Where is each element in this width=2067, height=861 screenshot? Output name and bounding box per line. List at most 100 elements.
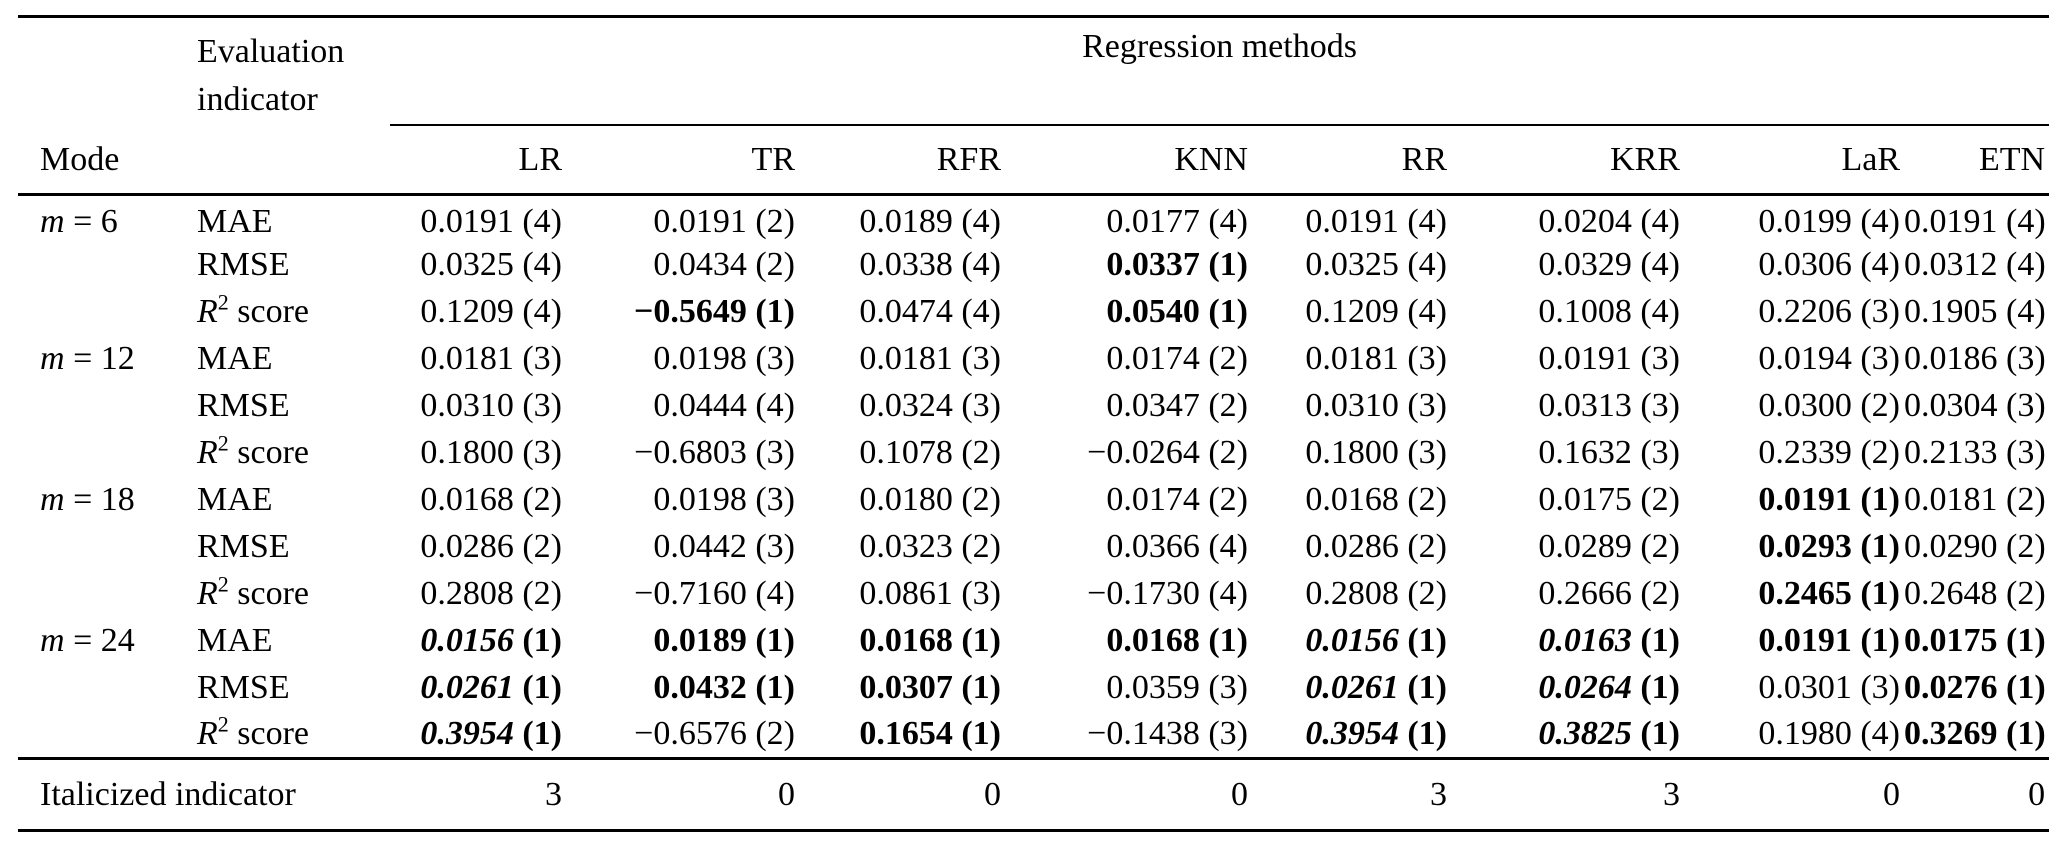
footer-value-krr: 3 [1663,775,1680,813]
value-cell: −0.7160 (4) [634,575,795,613]
value-cell: 0.1078 (2) [859,434,1001,472]
value-cell: 0.1209 (4) [1305,293,1447,331]
indicator-cell: R2 score [197,289,310,331]
value-cell: 0.0174 (2) [1106,340,1248,378]
value-cell: 0.0163 (1) [1538,622,1680,660]
indicator-cell: RMSE [197,387,290,425]
mode-header: Mode [40,141,120,179]
value-cell: 0.0861 (3) [859,575,1001,613]
indicator-cell: R2 score [197,571,310,613]
value-cell: 0.0432 (1) [653,669,795,707]
table-row: R2 score 0.2808 (2) −0.7160 (4) 0.0861 (3) −… [18,571,2049,618]
value-cell: 0.0191 (4) [1904,202,2046,240]
value-cell: 0.0156 (1) [420,622,562,660]
method-header-etn: ETN [1978,141,2046,179]
value-cell: 0.0540 (1) [1106,293,1248,331]
value-cell: 0.2339 (2) [1758,434,1900,472]
indicator-cell: RMSE [197,528,290,566]
method-header-rfr: RFR [936,141,1001,179]
value-cell: 0.0434 (2) [653,246,795,284]
regression-methods-header: Regression methods [390,16,2050,126]
value-cell: 0.0313 (3) [1538,387,1680,425]
footer-value-rfr: 0 [984,775,1001,813]
value-cell: 0.0175 (1) [1904,622,2046,660]
value-cell: 0.0286 (2) [1305,528,1447,566]
footer-value-etn: 0 [2028,775,2046,813]
value-cell: 0.0324 (3) [859,387,1001,425]
evaluation-indicator-line1: Evaluation [197,33,345,70]
table-row: R2 score 0.3954 (1) −0.6576 (2) 0.1654 (1) −… [18,712,2049,759]
mode-cell: m = 18 [40,481,135,519]
method-header-tr: TR [751,141,795,179]
table-row: m = 24 MAE 0.0156 (1) 0.0189 (1) 0.0168 (1) 0… [18,618,2049,665]
mode-cell: m = 6 [40,202,118,240]
value-cell: 0.1632 (3) [1538,434,1680,472]
indicator-cell: RMSE [197,669,290,707]
value-cell: 0.0366 (4) [1106,528,1248,566]
value-cell: 0.0168 (2) [420,481,562,519]
value-cell: 0.0301 (3) [1758,669,1900,707]
value-cell: 0.1008 (4) [1538,293,1680,331]
indicator-cell: R2 score [197,430,310,472]
value-cell: 0.1654 (1) [859,715,1001,753]
value-cell: 0.0181 (3) [859,340,1001,378]
footer-value-knn: 0 [1231,775,1248,813]
table-row: m = 18 MAE 0.0168 (2) 0.0198 (3) 0.0180 (2) 0… [18,477,2049,524]
value-cell: 0.0181 (3) [420,340,562,378]
value-cell: 0.2666 (2) [1538,575,1680,613]
value-cell: 0.0198 (3) [653,481,795,519]
value-cell: 0.0310 (3) [1305,387,1447,425]
value-cell: 0.3954 (1) [420,715,562,753]
spacer-cell [180,125,390,195]
header-row-top: Evaluation indicator Regression methods [18,16,2050,126]
value-cell: 0.0194 (3) [1758,340,1900,378]
value-cell: 0.3269 (1) [1904,715,2046,753]
value-cell: 0.0300 (2) [1758,387,1900,425]
table-row: RMSE 0.0310 (3) 0.0444 (4) 0.0324 (3) 0.0347… [18,383,2049,430]
footer-value-lr: 3 [545,775,562,813]
value-cell: −0.6803 (3) [634,434,795,472]
method-header-knn: KNN [1174,141,1248,179]
table-row: R2 score 0.1800 (3) −0.6803 (3) 0.1078 (2) −… [18,430,2049,477]
value-cell: 0.0189 (1) [653,622,795,660]
method-header-lar: LaR [1841,141,1900,179]
value-cell: 0.0359 (3) [1106,669,1248,707]
value-cell: 0.0204 (4) [1538,202,1680,240]
value-cell: 0.1905 (4) [1904,293,2046,331]
indicator-cell: MAE [197,340,273,378]
evaluation-indicator-line2: indicator [197,81,318,119]
mode-cell [18,712,180,759]
value-cell: 0.3825 (1) [1538,715,1680,753]
mode-cell [18,430,180,477]
spacer-cell [18,17,180,125]
value-cell: 0.0444 (4) [653,387,795,425]
method-header-rr: RR [1401,141,1447,179]
value-cell: −0.0264 (2) [1087,434,1248,472]
value-cell: 0.0191 (1) [1758,622,1900,660]
value-cell: −0.6576 (2) [634,715,795,753]
footer-label: Italicized indicator [40,775,296,813]
value-cell: 0.0180 (2) [859,481,1001,519]
value-cell: 0.0325 (4) [420,246,562,284]
value-cell: 0.0304 (3) [1904,387,2046,425]
value-cell: 0.0286 (2) [420,528,562,566]
value-cell: 0.1800 (3) [1305,434,1447,472]
value-cell: 0.1209 (4) [420,293,562,331]
value-cell: 0.0474 (4) [859,293,1001,331]
value-cell: 0.0276 (1) [1904,669,2046,707]
value-cell: 0.0442 (3) [653,528,795,566]
table-row: RMSE 0.0286 (2) 0.0442 (3) 0.0323 (2) 0.0366… [18,524,2049,571]
value-cell: 0.0337 (1) [1106,246,1248,284]
value-cell: 0.2133 (3) [1904,434,2046,472]
indicator-cell: MAE [197,481,273,519]
value-cell: 0.0168 (2) [1305,481,1447,519]
evaluation-indicator-header: Evaluation indicator [180,17,390,125]
mode-cell [18,383,180,430]
value-cell: 0.0181 (3) [1305,340,1447,378]
value-cell: 0.0312 (4) [1904,246,2046,284]
value-cell: 0.0293 (1) [1758,528,1900,566]
value-cell: 0.2808 (2) [420,575,562,613]
footer-value-tr: 0 [778,775,795,813]
indicator-cell: MAE [197,202,273,240]
